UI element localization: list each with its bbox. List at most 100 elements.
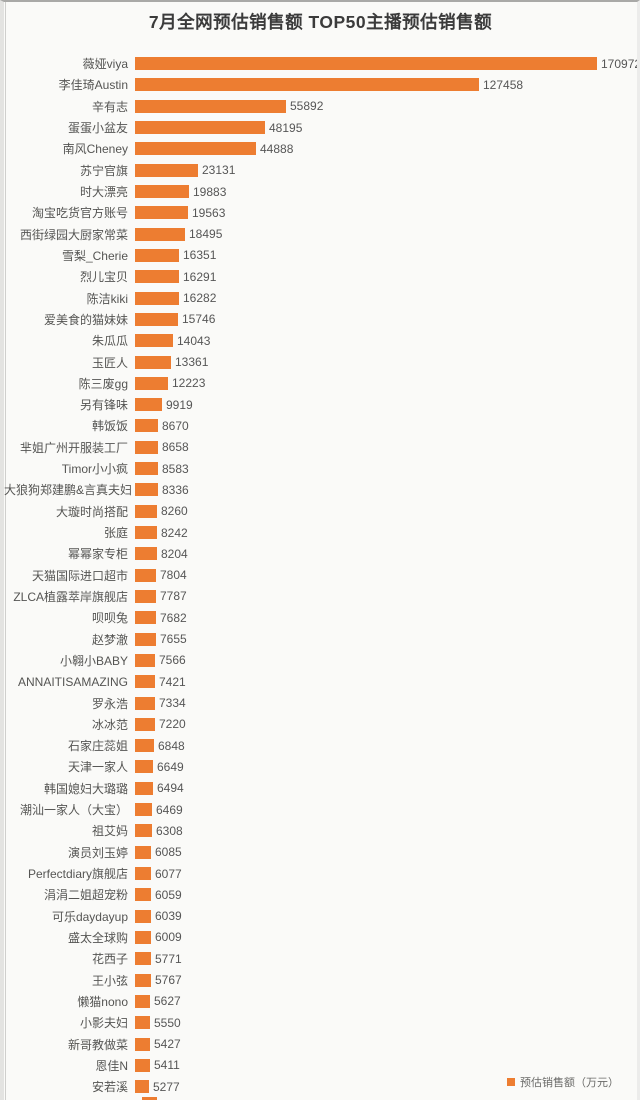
bar <box>135 440 158 454</box>
category-label: 涓涓二姐超宠粉 <box>43 888 128 903</box>
category-label: 淘宝吃货官方账号 <box>31 206 128 221</box>
chart-row: 天猫国际进口超市 7804 <box>4 565 637 586</box>
bar <box>135 419 158 433</box>
bar <box>135 248 179 262</box>
chart-row: Perfectdiary旗舰店 6077 <box>4 863 637 884</box>
value-label: 8583 <box>162 461 189 476</box>
category-label: 薇娅viya <box>82 57 128 72</box>
bar <box>135 185 189 199</box>
category-label: 安若溪 <box>91 1080 128 1095</box>
value-label: 7334 <box>159 696 186 711</box>
value-label: 16351 <box>183 248 217 263</box>
bar <box>135 909 151 923</box>
bar <box>135 483 158 497</box>
category-label: 张庭 <box>103 526 128 541</box>
bar <box>135 952 151 966</box>
category-label: 演员刘玉婷 <box>67 845 128 860</box>
bar <box>135 547 157 561</box>
category-label: 大狼狗郑建鹏&言真夫妇 <box>4 483 133 498</box>
category-label: Timor小小疯 <box>61 462 128 477</box>
chart-rows: 薇娅viya 170972 李佳琦Austin 127458 辛有志 55892 蛋蛋小盆友… <box>4 53 637 1097</box>
value-label: 6494 <box>157 781 184 796</box>
category-label: 潮汕一家人（大宝） <box>19 803 128 818</box>
value-label: 15746 <box>182 312 216 327</box>
chart-row: 罗永浩 7334 <box>4 692 637 713</box>
value-label: 9919 <box>166 397 193 412</box>
value-label: 5550 <box>154 1015 181 1030</box>
category-label: Perfectdiary旗舰店 <box>27 867 128 882</box>
bar <box>135 589 156 603</box>
bar <box>135 1080 149 1094</box>
category-label: 李佳琦Austin <box>58 78 128 93</box>
category-label: 雪梨_Cherie <box>61 248 128 263</box>
bar <box>135 334 173 348</box>
value-label: 6009 <box>155 930 182 945</box>
bar <box>135 632 156 646</box>
bar <box>135 355 171 369</box>
category-label: 时大漂亮 <box>79 185 128 200</box>
bar <box>135 824 152 838</box>
value-label: 6649 <box>157 759 184 774</box>
bar <box>135 270 179 284</box>
value-label: 7566 <box>159 653 186 668</box>
value-label: 5427 <box>154 1037 181 1052</box>
category-label: 蛋蛋小盆友 <box>67 121 128 136</box>
chart-row: 王小弦 5767 <box>4 969 637 990</box>
value-label: 5771 <box>155 951 182 966</box>
bar <box>135 121 265 135</box>
bar <box>135 57 597 71</box>
chart-row: 盛太全球购 6009 <box>4 927 637 948</box>
chart-row: 幂幂家专柜 8204 <box>4 543 637 564</box>
bar <box>135 376 168 390</box>
value-label: 13361 <box>175 355 209 370</box>
value-label: 8260 <box>161 504 188 519</box>
chart-row: ZLCA植露萃岸旗舰店 7787 <box>4 586 637 607</box>
value-label: 16291 <box>183 269 217 284</box>
chart-row: 小翱小BABY 7566 <box>4 650 637 671</box>
category-label: 天津一家人 <box>67 760 128 775</box>
category-label: 韩饭饭 <box>91 419 128 434</box>
value-label: 6077 <box>155 866 182 881</box>
bar <box>135 568 156 582</box>
category-label: ZLCA植露萃岸旗舰店 <box>13 589 128 604</box>
category-label: 韩国媳妇大璐璐 <box>43 781 128 796</box>
value-label: 7682 <box>160 610 187 625</box>
category-label: 玉匠人 <box>91 355 128 370</box>
chart-row: 张庭 8242 <box>4 522 637 543</box>
value-label: 23131 <box>202 163 236 178</box>
category-label: 陈三废gg <box>78 376 128 391</box>
value-label: 8242 <box>161 525 188 540</box>
chart-row: 新哥教做菜 5427 <box>4 1033 637 1054</box>
category-label: ANNAITISAMAZING <box>17 674 128 689</box>
chart-row: 演员刘玉婷 6085 <box>4 842 637 863</box>
chart-row: 恩佳N 5411 <box>4 1055 637 1076</box>
category-label: 小翱小BABY <box>59 653 128 668</box>
bar <box>135 1016 150 1030</box>
category-label: 呗呗兔 <box>91 611 128 626</box>
chart-row: 大狼狗郑建鹏&言真夫妇 8336 <box>4 479 637 500</box>
category-label: 西街绿园大厨家常菜 <box>19 227 128 242</box>
chart-row: 安若溪 5277 <box>4 1076 637 1097</box>
chart-row: 石家庄蕊姐 6848 <box>4 735 637 756</box>
chart-row: 爱美食的猫妹妹 15746 <box>4 309 637 330</box>
chart-row: 薇娅viya 170972 <box>4 53 637 74</box>
bar <box>135 611 156 625</box>
bar <box>135 462 158 476</box>
chart-row: 可乐daydayup 6039 <box>4 906 637 927</box>
chart-row: 南风Cheney 44888 <box>4 138 637 159</box>
category-label: 盛太全球购 <box>67 930 128 945</box>
chart-row: 玉匠人 13361 <box>4 351 637 372</box>
category-label: 辛有志 <box>91 99 128 114</box>
chart-row: 雪梨_Cherie 16351 <box>4 245 637 266</box>
value-label: 7421 <box>159 674 186 689</box>
chart-row: 时大漂亮 19883 <box>4 181 637 202</box>
category-label: 罗永浩 <box>91 696 128 711</box>
bar <box>135 163 198 177</box>
category-label: 幂幂家专柜 <box>67 547 128 562</box>
category-label: 芈姐广州开服装工厂 <box>19 440 128 455</box>
value-label: 8336 <box>162 482 189 497</box>
category-label: 爱美食的猫妹妹 <box>43 312 128 327</box>
value-label: 6059 <box>155 887 182 902</box>
chart-row: 小影夫妇 5550 <box>4 1012 637 1033</box>
